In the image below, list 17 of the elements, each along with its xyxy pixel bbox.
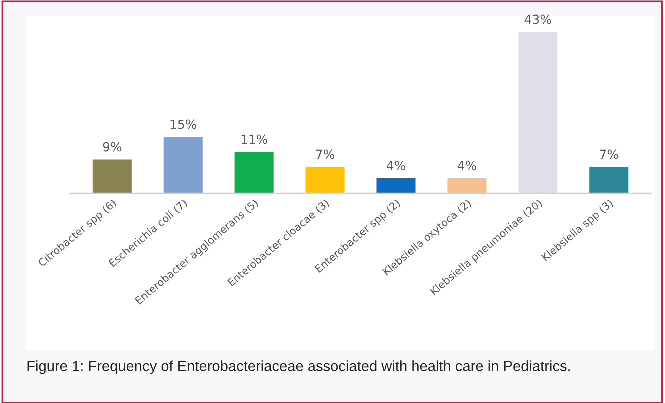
bar [518,32,558,194]
bar [376,178,416,194]
data-label: 11% [242,134,268,144]
data-label: 43% [524,14,552,24]
data-label: 7% [316,150,335,160]
data-label: 7% [600,150,618,160]
data-label: 15% [170,120,197,130]
data-label: 9% [103,142,122,152]
bar [448,178,487,194]
data-label: 4% [386,161,406,170]
bar [590,167,629,194]
data-label: 4% [458,161,476,170]
caption: Figure 1: Frequency of Enterobacteriaceae associated with health care in Pediatrics. [28,360,570,374]
bar [306,167,345,194]
bar [234,152,274,194]
bar [164,137,203,194]
bar [92,160,132,194]
